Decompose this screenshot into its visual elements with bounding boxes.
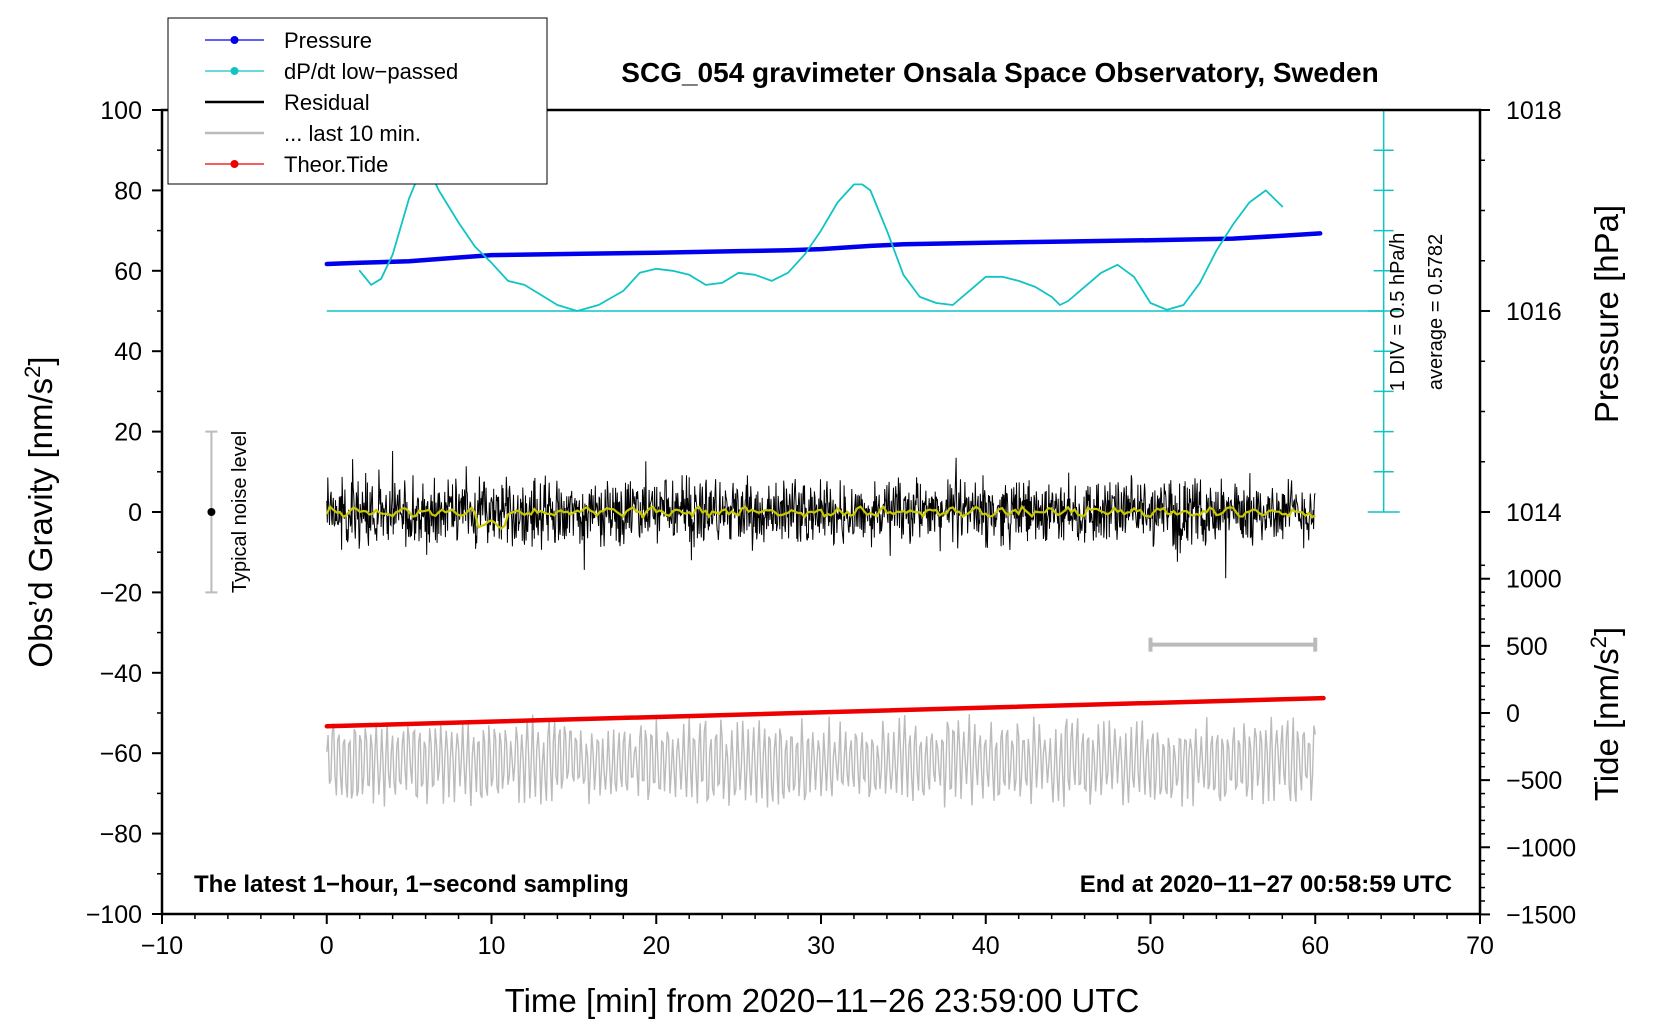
legend: Pressure dP/dt low−passed Residual ... last… <box>168 18 547 184</box>
tide-tick-label: 0 <box>1506 700 1520 728</box>
end-time-note: End at 2020−11−27 00:58:59 UTC <box>1080 871 1452 898</box>
x-tick-label: 10 <box>478 932 506 960</box>
y-tick-label: −40 <box>100 660 142 688</box>
pressure-average-text: average = 0.5782 <box>1425 234 1447 390</box>
y-tick-label: −20 <box>100 579 142 607</box>
pressure-tick-label: 1014 <box>1506 499 1562 527</box>
tide-tick-label: 500 <box>1506 633 1548 661</box>
y-tick-label: 60 <box>114 258 142 286</box>
tide-tick-label: −1500 <box>1506 901 1576 929</box>
y-tick-label: −100 <box>86 901 142 929</box>
legend-label: Theor.Tide <box>284 152 388 177</box>
tide-tick-label: −1000 <box>1506 834 1576 862</box>
x-tick-label: 0 <box>320 932 334 960</box>
chart-title: SCG_054 gravimeter Onsala Space Observat… <box>621 57 1378 88</box>
tide-axis-label: Tide [nm/s2] <box>1586 627 1625 801</box>
legend-label: ... last 10 min. <box>284 121 421 146</box>
y-tick-label: 40 <box>114 338 142 366</box>
noise-bar-center <box>207 508 215 516</box>
y-tick-label: 80 <box>114 177 142 205</box>
tide-tick-label: 1000 <box>1506 566 1562 594</box>
gravimeter-chart: −10 0 10 20 30 40 50 60 70100806040200−20−40−60−… <box>0 0 1660 1020</box>
y-tick-label: −80 <box>100 821 142 849</box>
y-tick-label: 100 <box>100 97 142 125</box>
tide-tick-label: −500 <box>1506 767 1562 795</box>
legend-marker <box>231 67 239 75</box>
x-axis-label: Time [min] from 2020−11−26 23:59:00 UTC <box>505 982 1140 1019</box>
pressure-scale-div-text: 1 DIV = 0.5 hPa/h <box>1387 233 1409 391</box>
pressure-tick-label: 1016 <box>1506 298 1562 326</box>
x-tick-label: −10 <box>141 932 183 960</box>
x-tick-label: 20 <box>642 932 670 960</box>
legend-marker <box>231 36 239 44</box>
x-tick-label: 40 <box>972 932 1000 960</box>
legend-label: Residual <box>284 90 370 115</box>
x-tick-label: 70 <box>1466 932 1494 960</box>
noise-level-label: Typical noise level <box>229 431 251 593</box>
legend-label: Pressure <box>284 28 372 53</box>
pressure-tick-label: 1018 <box>1506 97 1562 125</box>
x-tick-label: 50 <box>1137 932 1165 960</box>
x-tick-label: 30 <box>807 932 835 960</box>
pressure-axis-label: Pressure [hPa] <box>1588 205 1625 423</box>
legend-label: dP/dt low−passed <box>284 59 458 84</box>
y-axis-label: Obs’d Gravity [nm/s2] <box>20 356 59 667</box>
y-tick-label: −60 <box>100 740 142 768</box>
x-tick-label: 60 <box>1301 932 1329 960</box>
sampling-note: The latest 1−hour, 1−second sampling <box>194 871 629 898</box>
y-tick-label: 0 <box>128 499 142 527</box>
y-tick-label: 20 <box>114 419 142 447</box>
legend-marker <box>231 160 239 168</box>
